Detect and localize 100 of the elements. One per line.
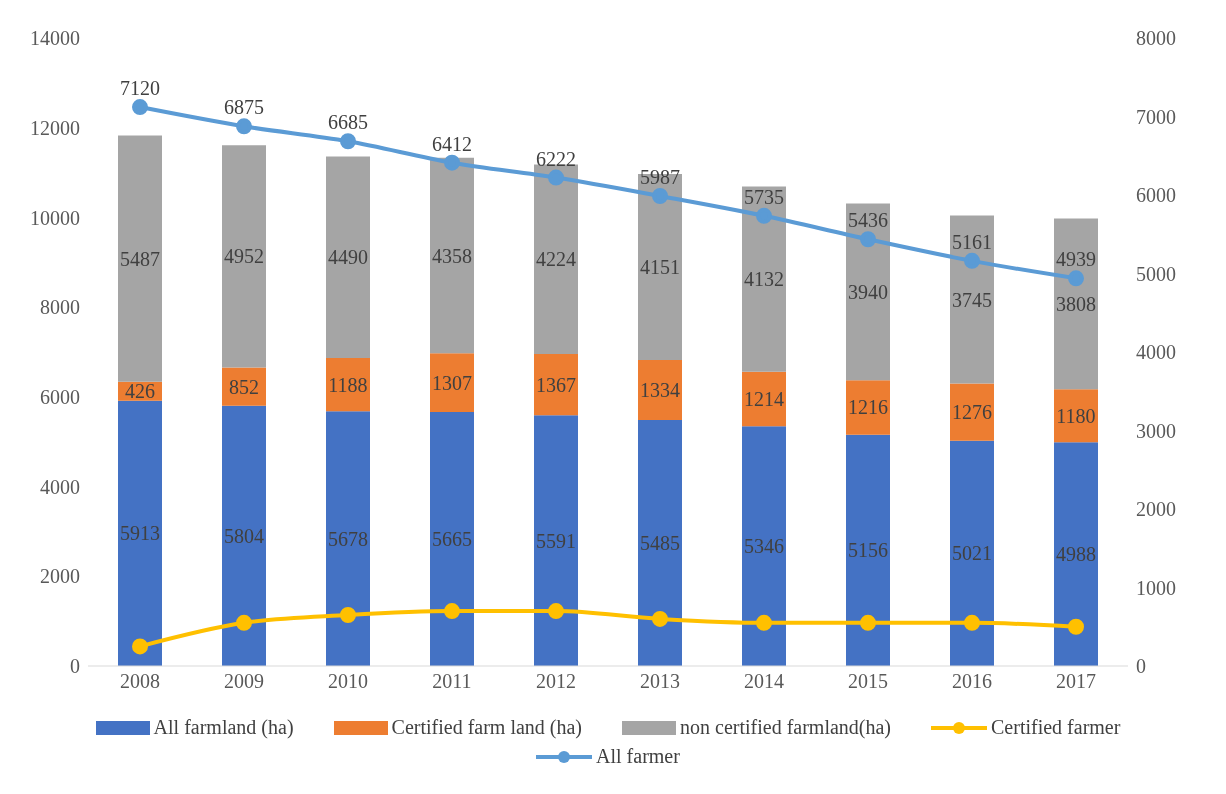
data-label: 5913 xyxy=(120,522,160,545)
point xyxy=(1068,270,1084,287)
data-label: 426 xyxy=(125,380,155,403)
data-label: 1334 xyxy=(640,379,680,402)
point xyxy=(340,606,356,623)
y-tick-label: 0 xyxy=(70,655,80,678)
y2-tick-label: 6000 xyxy=(1136,184,1176,207)
y2-tick-label: 4000 xyxy=(1136,341,1176,364)
y2-tick-label: 2000 xyxy=(1136,498,1176,521)
bar xyxy=(118,400,162,666)
bar xyxy=(742,426,786,666)
point xyxy=(548,603,564,620)
x-tick-label: 2017 xyxy=(1056,670,1096,693)
point xyxy=(548,169,564,186)
point xyxy=(340,133,356,150)
bar xyxy=(846,434,890,666)
data-label: 6412 xyxy=(432,132,472,155)
y-tick-label: 10000 xyxy=(30,206,80,229)
data-label: 1276 xyxy=(952,401,992,424)
data-label: 6875 xyxy=(224,96,264,119)
point xyxy=(236,614,252,631)
y2-tick-label: 8000 xyxy=(1136,27,1176,50)
data-label: 1180 xyxy=(1056,404,1096,427)
data-label: 5591 xyxy=(536,529,576,552)
bar xyxy=(222,145,266,368)
bar xyxy=(430,353,474,412)
data-label: 4988 xyxy=(1056,543,1096,566)
data-label: 5161 xyxy=(952,230,992,253)
y2-tick-label: 7000 xyxy=(1136,105,1176,128)
bar xyxy=(638,419,682,666)
data-label: 5346 xyxy=(744,535,784,558)
legend-label: Certified farmer xyxy=(990,716,1121,739)
data-label: 5487 xyxy=(120,247,160,270)
point xyxy=(444,603,460,620)
data-label: 3745 xyxy=(952,288,992,311)
y-tick-label: 8000 xyxy=(40,296,80,319)
bar xyxy=(1054,218,1098,390)
bar xyxy=(534,164,578,354)
point xyxy=(964,252,980,269)
data-label: 5485 xyxy=(640,531,680,554)
bar xyxy=(950,383,994,441)
y2-tick-label: 3000 xyxy=(1136,419,1176,442)
point xyxy=(652,188,668,205)
legend-label: non certified farmland(ha) xyxy=(679,716,892,739)
x-tick-label: 2008 xyxy=(120,670,160,693)
bar xyxy=(742,186,786,372)
legend-label: Certified farm land (ha) xyxy=(390,716,583,739)
legend-label: All farmland (ha) xyxy=(152,716,294,739)
data-label: 4490 xyxy=(328,246,368,269)
data-label: 4952 xyxy=(224,245,264,268)
point xyxy=(132,638,148,655)
data-label: 852 xyxy=(229,375,259,398)
bar xyxy=(846,203,890,381)
data-label: 6222 xyxy=(536,147,576,170)
bar xyxy=(950,440,994,666)
bar xyxy=(638,360,682,420)
y-tick-label: 2000 xyxy=(40,565,80,588)
bar xyxy=(118,135,162,382)
y-tick-label: 14000 xyxy=(30,27,80,50)
point xyxy=(236,118,252,135)
y2-tick-label: 5000 xyxy=(1136,262,1176,285)
bar xyxy=(950,215,994,384)
data-label: 5735 xyxy=(744,185,784,208)
legend-label: All farmer xyxy=(595,745,680,768)
point xyxy=(132,99,148,116)
bar xyxy=(1054,442,1098,666)
data-label: 1307 xyxy=(432,371,472,394)
x-tick-label: 2010 xyxy=(328,670,368,693)
data-label: 3808 xyxy=(1056,292,1096,315)
data-label: 5665 xyxy=(432,527,472,550)
data-label: 1188 xyxy=(328,373,368,396)
data-label: 4132 xyxy=(744,268,784,291)
data-label: 6685 xyxy=(328,111,368,134)
data-label: 5436 xyxy=(848,209,888,232)
point xyxy=(1068,618,1084,635)
data-label: 5156 xyxy=(848,539,888,562)
y-tick-label: 4000 xyxy=(40,475,80,498)
data-label: 1214 xyxy=(744,387,784,410)
point xyxy=(444,154,460,171)
point xyxy=(652,610,668,627)
bar xyxy=(430,157,474,354)
data-label: 4224 xyxy=(536,248,576,271)
data-label: 4358 xyxy=(432,244,472,267)
bar xyxy=(430,411,474,666)
x-tick-label: 2015 xyxy=(848,670,888,693)
x-tick-label: 2016 xyxy=(952,670,992,693)
bar xyxy=(326,411,370,666)
data-label: 1367 xyxy=(536,373,576,396)
bar xyxy=(222,405,266,666)
bar xyxy=(534,353,578,416)
y-tick-label: 12000 xyxy=(30,116,80,139)
y2-tick-label: 1000 xyxy=(1136,576,1176,599)
bar xyxy=(534,415,578,666)
data-label: 5678 xyxy=(328,527,368,550)
data-label: 4939 xyxy=(1056,248,1096,271)
point xyxy=(756,207,772,224)
y-tick-label: 6000 xyxy=(40,385,80,408)
bar xyxy=(326,156,370,359)
data-label: 4151 xyxy=(640,256,680,279)
point xyxy=(860,614,876,631)
